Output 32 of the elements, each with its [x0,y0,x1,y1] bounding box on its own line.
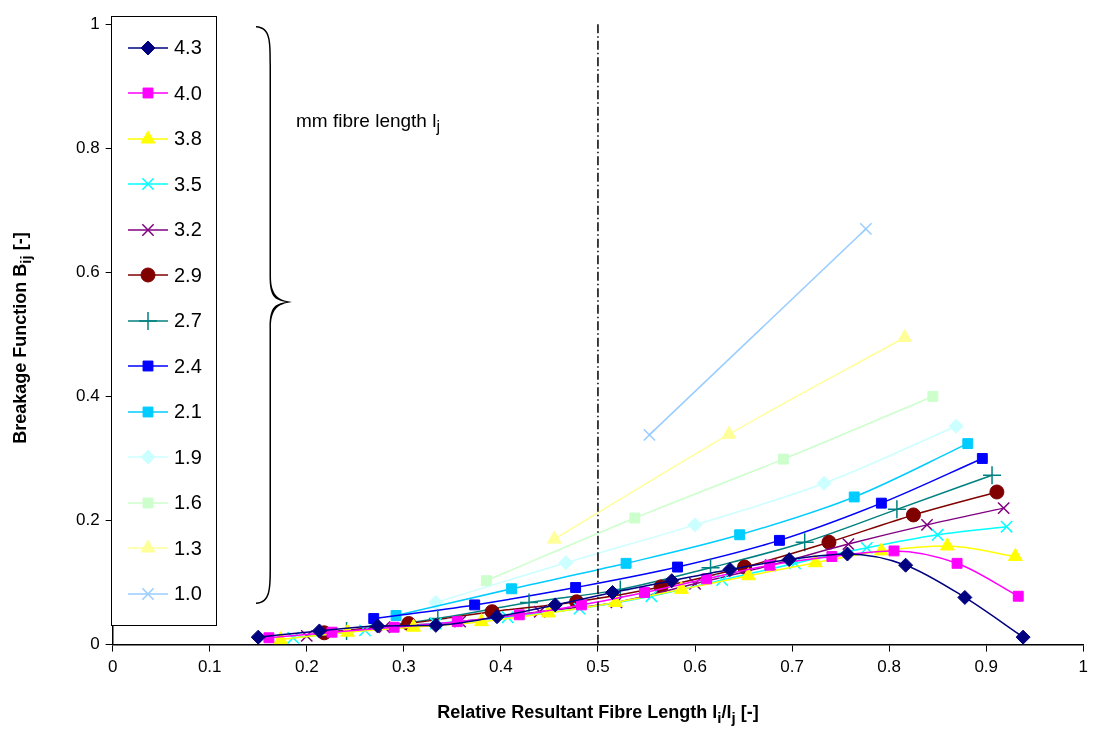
x-tick-label: 0 [107,657,118,677]
x-tick-label: 0.6 [683,657,707,677]
x-tick-label: 0.7 [780,657,804,677]
legend-label: 3.8 [174,127,202,151]
legend-label: 2.7 [174,309,202,333]
legend-label: 4.3 [174,36,202,60]
legend-label: 1.3 [174,536,202,560]
y-tick-label: 1 [90,13,100,33]
y-tick-label: 0.8 [75,137,100,157]
y-tick-label: 0.4 [75,386,100,406]
x-axis-title: Relative Resultant Fibre Length l$_{i}$/l$_{j}$ [-] [437,702,759,726]
x-tick-label: 0.8 [877,657,901,677]
x-tick-label: 0.2 [294,657,319,677]
legend-label: 2.4 [174,354,202,378]
legend-label: 4.0 [174,81,202,105]
legend-label: 2.9 [174,263,202,287]
x-tick-label: 0.1 [197,657,222,677]
legend-label: 3.2 [174,218,202,242]
x-tick-label: 0.5 [586,657,610,677]
x-tick-label: 0.4 [489,657,513,677]
annotation: mm fibre length l$_{j}$ [296,110,440,136]
y-tick-label: 0.6 [75,262,100,282]
legend-label: 1.9 [174,445,202,469]
legend-label: 2.1 [174,400,202,424]
legend-label: 1.6 [174,491,202,515]
y-tick-label: 0.2 [75,510,100,530]
legend-label: 1.0 [174,582,202,606]
x-tick-label: 0.9 [974,657,999,677]
legend-label: 3.5 [174,172,202,196]
y-tick-label: 0 [90,634,100,654]
x-tick-label: 1 [1078,657,1089,677]
x-tick-label: 0.3 [392,657,416,677]
